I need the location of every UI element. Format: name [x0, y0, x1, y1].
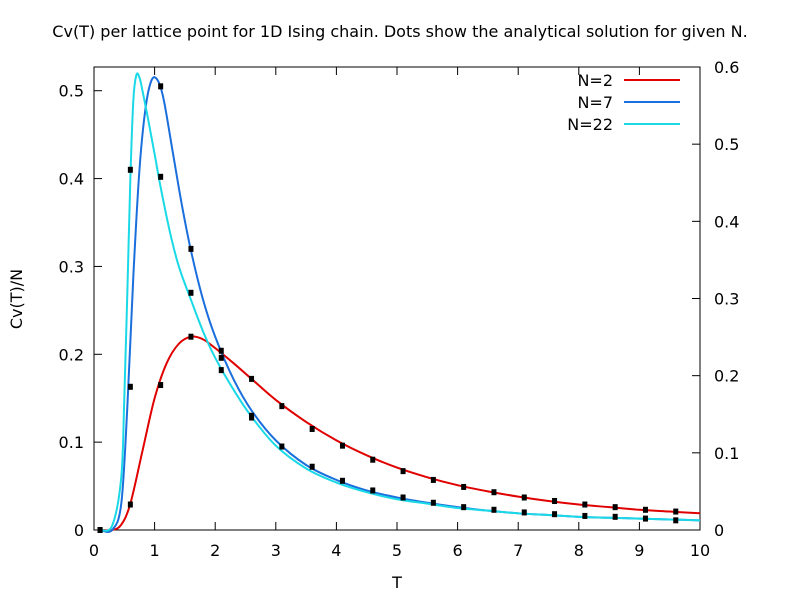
analytical-dot	[552, 498, 558, 505]
analytical-dot	[279, 403, 285, 410]
y-tick-label: 0.3	[59, 257, 84, 276]
analytical-dot	[521, 494, 527, 501]
x-tick-label: 8	[574, 541, 584, 560]
x-tick-label: 0	[89, 541, 99, 560]
y-axis-right: 0 0.1 0.2 0.3 0.4 0.5 0.6	[692, 58, 739, 540]
analytical-dot	[309, 463, 315, 470]
analytical-dot	[218, 354, 224, 361]
analytical-dot	[97, 527, 103, 533]
analytical-dot	[339, 442, 345, 449]
x-tick-label: 1	[150, 541, 160, 560]
analytical-dots	[97, 83, 679, 533]
y2-tick-label: 0.1	[714, 444, 739, 463]
series-line-n22	[99, 72, 701, 532]
legend-label: N=7	[577, 93, 613, 112]
analytical-dot	[642, 515, 648, 522]
analytical-dot	[582, 501, 588, 508]
analytical-dot	[249, 375, 255, 382]
plot-frame	[93, 66, 701, 531]
analytical-dot	[218, 367, 224, 374]
y-tick-label: 0.2	[59, 345, 84, 364]
analytical-dot	[612, 513, 618, 520]
x-axis: 0 1 2 3 4 5 6 7 8 9 10	[89, 67, 710, 560]
y-tick-label: 0.5	[59, 82, 84, 101]
analytical-dot	[400, 468, 406, 475]
x-axis-title: T	[391, 573, 402, 592]
analytical-dot	[127, 166, 133, 173]
analytical-dot	[461, 504, 467, 511]
series-line-n2	[100, 335, 701, 532]
analytical-dot	[612, 504, 618, 511]
y-tick-label: 0.1	[59, 433, 84, 452]
analytical-dot	[370, 487, 376, 494]
y-axis-title: Cv(T)/N	[7, 269, 26, 329]
x-tick-label: 3	[271, 541, 281, 560]
analytical-dot	[673, 517, 679, 524]
y2-tick-label: 0.3	[714, 290, 739, 309]
y-axis-left: 0 0.1 0.2 0.3 0.4 0.5	[59, 82, 102, 540]
x-tick-label: 9	[634, 541, 644, 560]
x-tick-label: 7	[513, 541, 523, 560]
x-tick-label: 10	[690, 541, 710, 560]
analytical-dot	[158, 83, 164, 90]
y2-tick-label: 0	[714, 521, 724, 540]
x-tick-label: 4	[331, 541, 341, 560]
analytical-dot	[127, 501, 133, 508]
analytical-dot	[188, 245, 194, 252]
y2-tick-label: 0.6	[714, 58, 739, 77]
analytical-dot	[279, 443, 285, 450]
x-tick-label: 2	[210, 541, 220, 560]
analytical-dot	[158, 382, 164, 389]
analytical-dot	[370, 456, 376, 463]
chart-title: Cv(T) per lattice point for 1D Ising cha…	[52, 22, 747, 41]
analytical-dot	[642, 506, 648, 513]
analytical-dot	[673, 508, 679, 515]
analytical-dot	[249, 414, 255, 421]
series-lines	[99, 72, 701, 533]
analytical-dot	[400, 494, 406, 501]
analytical-dot	[188, 289, 194, 296]
y2-tick-label: 0.5	[714, 135, 739, 154]
analytical-dot	[461, 483, 467, 490]
y2-tick-label: 0.2	[714, 367, 739, 386]
analytical-dot	[521, 509, 527, 516]
analytical-dot	[430, 499, 436, 506]
analytical-dot	[158, 173, 164, 180]
legend: N=2 N=7 N=22	[567, 71, 680, 134]
analytical-dot	[218, 347, 224, 354]
analytical-dot	[430, 476, 436, 483]
analytical-dot	[309, 425, 315, 432]
y2-tick-label: 0.4	[714, 212, 739, 231]
legend-label: N=22	[567, 115, 613, 134]
legend-label: N=2	[577, 71, 613, 90]
y-tick-label: 0	[74, 521, 84, 540]
x-tick-label: 6	[453, 541, 463, 560]
analytical-dot	[552, 511, 558, 518]
analytical-dot	[339, 477, 345, 484]
series-line-n7	[99, 76, 701, 533]
analytical-dot	[188, 333, 194, 340]
analytical-dot	[491, 489, 497, 496]
analytical-dot	[127, 383, 133, 390]
x-tick-label: 5	[392, 541, 402, 560]
analytical-dot	[491, 506, 497, 513]
y-tick-label: 0.4	[59, 170, 84, 189]
analytical-dot	[582, 512, 588, 519]
